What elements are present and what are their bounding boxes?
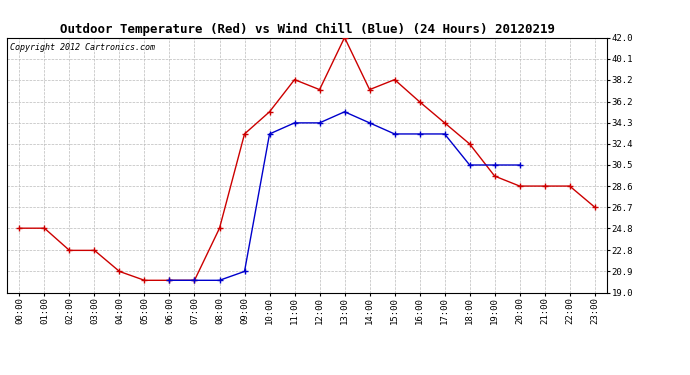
Text: Copyright 2012 Cartronics.com: Copyright 2012 Cartronics.com — [10, 43, 155, 52]
Title: Outdoor Temperature (Red) vs Wind Chill (Blue) (24 Hours) 20120219: Outdoor Temperature (Red) vs Wind Chill … — [59, 23, 555, 36]
